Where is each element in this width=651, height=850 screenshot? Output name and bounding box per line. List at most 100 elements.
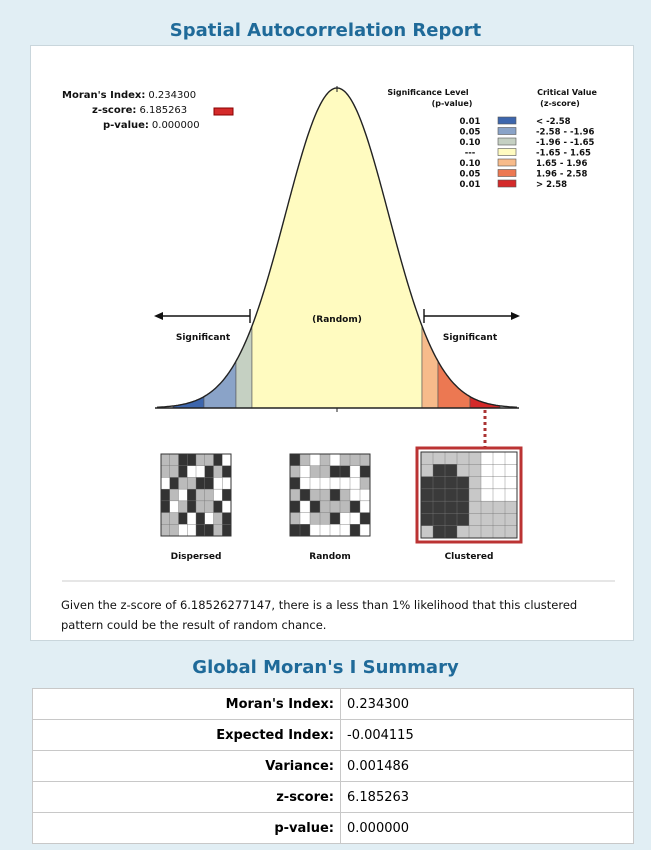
summary-value: 0.000000 bbox=[340, 812, 634, 844]
legend-p: --- bbox=[465, 149, 476, 159]
map-cell bbox=[299, 524, 311, 537]
map-cell bbox=[289, 512, 301, 525]
summary-label: Expected Index: bbox=[32, 719, 341, 751]
map-cell bbox=[329, 465, 341, 478]
map-border bbox=[420, 451, 518, 539]
map-cell bbox=[329, 477, 341, 490]
map-cell bbox=[169, 524, 179, 537]
map-cell bbox=[195, 500, 206, 513]
map-cell bbox=[204, 500, 214, 513]
map-cell bbox=[178, 500, 188, 513]
legend-z: 1.65 - 1.96 bbox=[536, 159, 587, 169]
map-cell bbox=[339, 453, 351, 467]
legend-p: 0.01 bbox=[460, 180, 481, 190]
map-cell bbox=[222, 512, 232, 525]
stat-line: Moran's Index: 0.234300 bbox=[62, 90, 196, 101]
map-label: Clustered bbox=[445, 552, 494, 562]
summary-value: 0.001486 bbox=[340, 750, 634, 782]
map-cell bbox=[349, 465, 361, 478]
map-cell bbox=[222, 524, 232, 537]
map-cell bbox=[456, 513, 470, 527]
map-cell bbox=[468, 464, 482, 477]
map-cell bbox=[444, 451, 458, 465]
arrowhead bbox=[511, 312, 520, 320]
report-title: Spatial Autocorrelation Report bbox=[169, 20, 482, 41]
map-cell bbox=[178, 477, 188, 490]
legend-swatch bbox=[497, 148, 517, 156]
diagram: Significant (Random) Significant Moran's In… bbox=[62, 86, 615, 582]
map-cell bbox=[480, 488, 494, 502]
stat-label: Moran's Index: bbox=[62, 90, 145, 101]
map-cell bbox=[309, 524, 321, 537]
map-cell bbox=[432, 476, 446, 490]
legend-swatch bbox=[497, 137, 517, 146]
map-cell bbox=[169, 477, 179, 490]
label-left: Significant bbox=[176, 333, 231, 343]
summary-row: Moran's Index: 0.234300 bbox=[32, 688, 634, 720]
summary-value: 0.234300 bbox=[340, 688, 634, 720]
map-cell bbox=[187, 524, 197, 537]
map-cell bbox=[222, 453, 232, 467]
map-cell bbox=[299, 488, 311, 502]
map-cell bbox=[222, 500, 232, 513]
map-cell bbox=[299, 477, 311, 490]
map-cell bbox=[349, 477, 361, 490]
map-cell bbox=[213, 524, 223, 537]
summary-row: z-score: 6.185263 bbox=[32, 781, 634, 813]
map-cell bbox=[492, 464, 506, 477]
map-cell bbox=[359, 477, 371, 490]
label-center: (Random) bbox=[312, 315, 362, 325]
map-cell bbox=[444, 500, 458, 514]
map-cell bbox=[187, 465, 197, 478]
legend-z: < -2.58 bbox=[536, 117, 571, 127]
legend-z: -2.58 - -1.96 bbox=[536, 128, 595, 138]
map-cell bbox=[359, 465, 371, 478]
legend-swatch bbox=[497, 169, 517, 177]
map-cell bbox=[359, 524, 371, 537]
map-border bbox=[160, 453, 232, 537]
map-cell bbox=[299, 500, 311, 513]
map-cell bbox=[213, 465, 223, 478]
map-cell bbox=[309, 465, 321, 478]
map-cell bbox=[160, 477, 171, 490]
map-cell bbox=[339, 477, 351, 490]
legend-swatch bbox=[497, 158, 517, 167]
map-cell bbox=[299, 465, 311, 478]
map-cell bbox=[319, 453, 331, 467]
map-cell bbox=[187, 488, 197, 502]
map-cell bbox=[456, 500, 470, 514]
summary-label: Moran's Index: bbox=[32, 688, 341, 720]
legend-p: 0.05 bbox=[460, 128, 481, 138]
map-cell bbox=[309, 488, 321, 502]
map-cell bbox=[204, 488, 214, 502]
map-cell bbox=[468, 500, 482, 514]
summary-value: 6.185263 bbox=[340, 781, 634, 813]
map-cell bbox=[504, 488, 518, 502]
map-cell bbox=[504, 525, 518, 539]
stat-value: 0.000000 bbox=[152, 120, 200, 131]
map-cell bbox=[456, 525, 470, 539]
summary-label: Variance: bbox=[32, 750, 341, 782]
map-frame bbox=[415, 446, 523, 544]
map-cell bbox=[444, 513, 458, 527]
map-cell bbox=[504, 500, 518, 514]
map-cell bbox=[444, 525, 458, 539]
map-cell bbox=[319, 465, 331, 478]
legend-header: (z-score) bbox=[540, 99, 580, 108]
map-cell bbox=[420, 451, 434, 465]
map-cell bbox=[420, 464, 434, 477]
map-cell bbox=[329, 512, 341, 525]
map-cell bbox=[213, 500, 223, 513]
map-cell bbox=[178, 488, 188, 502]
map-cell bbox=[480, 513, 494, 527]
curve-region bbox=[421, 325, 439, 409]
map-cell bbox=[432, 488, 446, 502]
map-cell bbox=[213, 512, 223, 525]
map-cell bbox=[222, 477, 232, 490]
map-cell bbox=[319, 488, 331, 502]
map-cell bbox=[492, 451, 506, 465]
map-cell bbox=[178, 512, 188, 525]
map-cell bbox=[169, 465, 179, 478]
map-cell bbox=[222, 465, 232, 478]
zscore-swatch bbox=[213, 107, 234, 116]
